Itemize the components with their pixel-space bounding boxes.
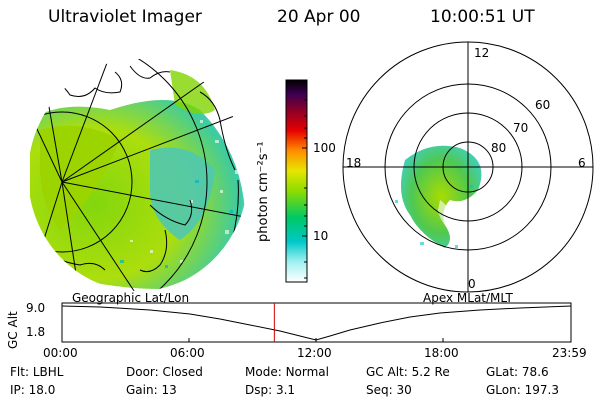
instrument-title: Ultraviolet Imager [48,7,202,27]
colorbar [285,79,308,283]
mlat-label-80: 80 [491,141,507,155]
timeline-ytick-9: 9.0 [26,301,46,315]
time-label: 10:00:51 UT [430,7,535,27]
status-dsp: Dsp: 3.1 [245,383,296,397]
colorbar-unit-label: photon cm⁻²s⁻¹ [256,141,271,242]
altitude-timeline [61,302,572,343]
status-glon: GLon: 197.3 [486,383,559,397]
status-flt: Flt: LBHL [10,365,64,379]
mlt-label-0: 0 [468,277,476,291]
gc-alt-axis-title: GC Alt [6,311,20,349]
colorbar-ticks [302,99,307,279]
colorbar-tick-100: 100 [313,141,336,155]
mlat-label-60: 60 [535,98,551,112]
timeline-xtick-1800: 18:00 [424,346,459,360]
polar-plot [342,41,594,293]
status-gain: Gain: 13 [126,383,177,397]
mlat-label-70: 70 [513,121,529,135]
timeline-xtick-0600: 06:00 [170,346,205,360]
date-label: 20 Apr 00 [277,7,361,27]
mlt-label-6: 6 [578,156,586,170]
status-mode: Mode: Normal [245,365,329,379]
colorbar-tick-10: 10 [313,229,329,243]
status-door: Door: Closed [126,365,203,379]
apex-mlat-mlt-label: Apex MLat/MLT [423,291,513,305]
geographic-latlon-label: Geographic Lat/Lon [72,291,190,305]
geographic-image [28,59,248,291]
timeline-xtick-1200: 12:00 [297,346,332,360]
timeline-xtick-2359: 23:59 [552,346,587,360]
timeline-xtick-0000: 00:00 [43,346,78,360]
status-gc-alt: GC Alt: 5.2 Re [366,365,450,379]
status-seq: Seq: 30 [366,383,412,397]
timeline-ytick-1.8: 1.8 [26,325,46,339]
status-ip: IP: 18.0 [10,383,56,397]
mlt-label-12: 12 [474,46,490,60]
status-glat: GLat: 78.6 [486,365,549,379]
mlt-label-18: 18 [346,156,362,170]
timeline-ticks [61,338,572,342]
